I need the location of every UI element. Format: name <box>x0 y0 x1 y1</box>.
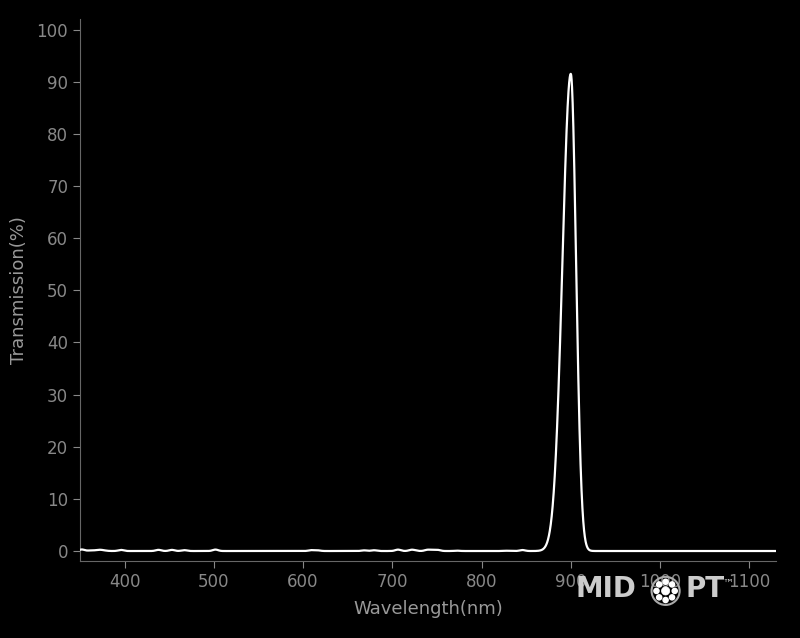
Circle shape <box>672 588 678 593</box>
Circle shape <box>670 582 674 587</box>
Circle shape <box>654 588 659 593</box>
Circle shape <box>670 595 674 600</box>
Y-axis label: Transmission(%): Transmission(%) <box>10 216 28 364</box>
Circle shape <box>662 587 670 595</box>
Circle shape <box>657 595 662 600</box>
Circle shape <box>657 582 662 587</box>
Text: PT: PT <box>686 575 725 603</box>
X-axis label: Wavelength(nm): Wavelength(nm) <box>353 600 503 618</box>
Circle shape <box>663 579 668 584</box>
Circle shape <box>663 597 668 603</box>
Text: MID: MID <box>575 575 636 603</box>
Text: ™: ™ <box>722 579 734 589</box>
